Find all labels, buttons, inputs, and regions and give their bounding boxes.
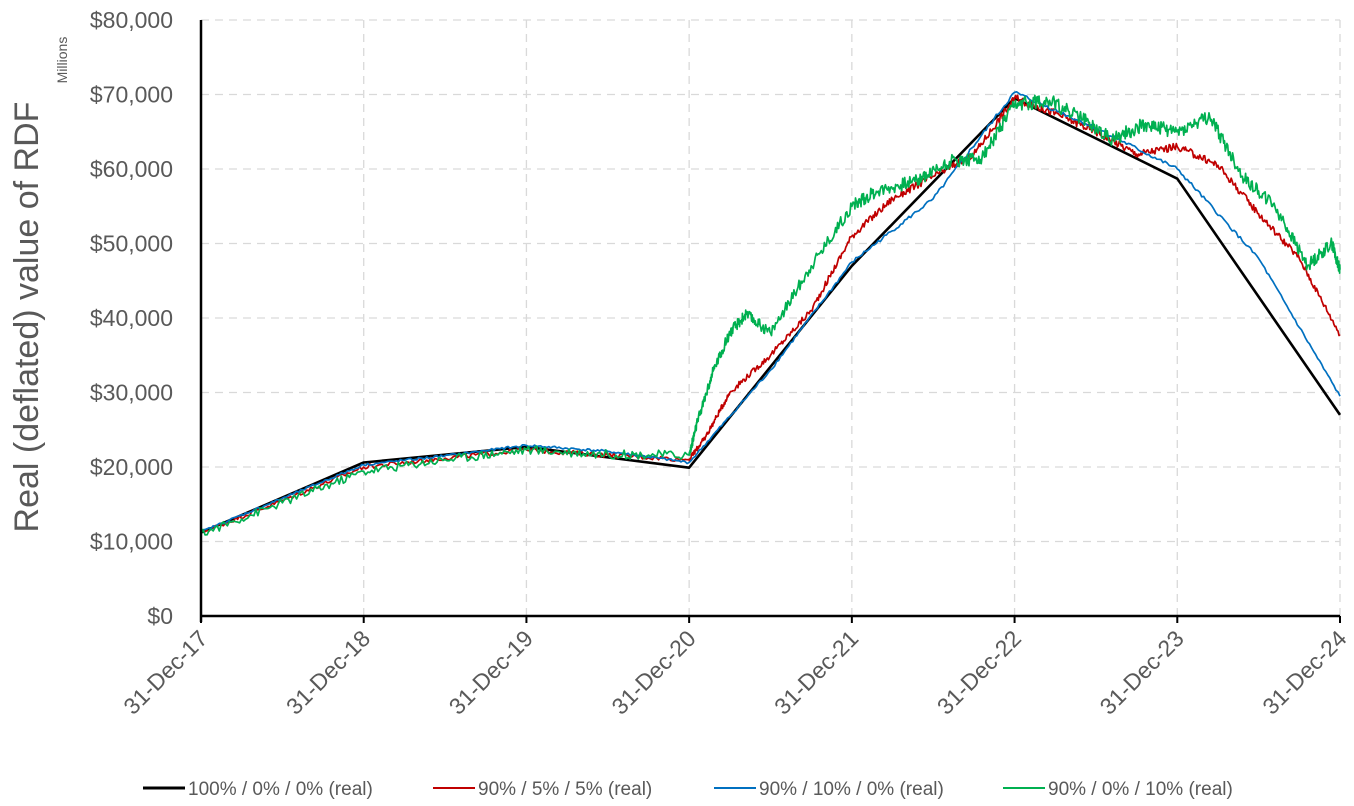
x-tick-label: 31-Dec-20	[606, 625, 700, 719]
x-tick-label: 31-Dec-18	[281, 625, 375, 719]
legend-label-2: 90% / 5% / 5% (real)	[478, 779, 652, 800]
axes	[199, 20, 1341, 623]
y-tick-label: $20,000	[90, 454, 173, 480]
series-layer	[200, 90, 1342, 536]
y-tick-label: $70,000	[90, 82, 173, 108]
y-axis-ticks: $0 $10,000 $20,000 $30,000 $40,000 $50,000 $60…	[90, 7, 173, 629]
x-tick-label: 31-Dec-21	[769, 625, 863, 719]
legend: 100% / 0% / 0% (real) 90% / 5% / 5% (real…	[143, 779, 1233, 800]
y-tick-label: $60,000	[90, 156, 173, 182]
y-tick-label: $80,000	[90, 7, 173, 33]
y-axis-title: Real (deflated) value of RDF	[8, 102, 46, 533]
series-line-3	[200, 90, 1341, 533]
y-axis-unit: Millions	[54, 37, 70, 84]
x-tick-label: 31-Dec-22	[932, 625, 1026, 719]
x-tick-label: 31-Dec-23	[1094, 625, 1188, 719]
legend-label-1: 100% / 0% / 0% (real)	[188, 779, 373, 800]
legend-label-3: 90% / 10% / 0% (real)	[759, 779, 944, 800]
x-axis-ticks: 31-Dec-17 31-Dec-18 31-Dec-19 31-Dec-20 31-D…	[118, 625, 1351, 719]
grid-lines	[201, 19, 1341, 616]
y-tick-label: $40,000	[90, 305, 173, 331]
y-tick-label: $10,000	[90, 529, 173, 555]
legend-label-4: 90% / 0% / 10% (real)	[1048, 779, 1233, 800]
x-tick-label: 31-Dec-19	[444, 625, 538, 719]
series-line-4	[200, 94, 1341, 536]
x-tick-label: 31-Dec-24	[1257, 625, 1351, 719]
y-tick-label: $0	[147, 603, 173, 629]
series-line-1	[200, 96, 1342, 534]
y-tick-label: $50,000	[90, 231, 173, 257]
y-tick-label: $30,000	[90, 380, 173, 406]
x-tick-label: 31-Dec-17	[118, 625, 212, 719]
